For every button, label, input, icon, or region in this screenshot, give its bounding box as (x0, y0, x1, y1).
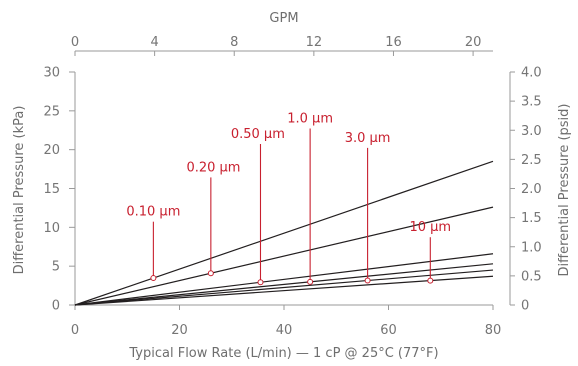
y2-axis-title: Differential Pressure (psid) (557, 104, 572, 277)
y2-tick-label: 0 (521, 299, 529, 314)
annotation-label: 10 µm (409, 220, 451, 235)
series-line (74, 253, 494, 306)
annotation-marker (364, 277, 371, 284)
annotation-label: 3.0 µm (345, 131, 391, 146)
annotation-label: 0.20 µm (186, 160, 240, 175)
x2-tick-label: 20 (465, 35, 482, 50)
y-tick-label: 15 (43, 182, 60, 197)
annotation-label: 0.10 µm (126, 205, 180, 220)
y-tick-label: 20 (43, 143, 60, 158)
x-tick-label: 0 (71, 323, 79, 338)
series-line (74, 206, 494, 306)
x2-tick-label: 0 (71, 35, 79, 50)
y-axis-title: Differential Pressure (kPa) (12, 106, 27, 275)
series-line (74, 263, 494, 306)
series-group (74, 160, 494, 306)
y-tick-label: 25 (43, 104, 60, 119)
y-tick-label: 0 (52, 299, 60, 314)
annotation-label: 1.0 µm (287, 111, 333, 126)
series-line (74, 269, 494, 306)
y2-tick-label: 4.0 (521, 66, 542, 81)
x-tick-label: 20 (171, 323, 188, 338)
y-tick-label: 10 (43, 221, 60, 236)
x-tick-label: 40 (276, 323, 293, 338)
annotation-marker (427, 277, 434, 284)
x2-axis-title: GPM (269, 11, 298, 26)
annotations: 0.10 µm 0.20 µm 0.50 µm1.0 µm 3.0 µm 10 µm (126, 111, 451, 286)
y2-tick-label: 1.5 (521, 211, 542, 226)
annotation-marker (150, 275, 157, 282)
y2-tick-label: 2.0 (521, 182, 542, 197)
x2-tick-label: 12 (306, 35, 323, 50)
x-tick-label: 60 (380, 323, 397, 338)
y2-tick-label: 0.5 (521, 269, 542, 284)
x-axis-title: Typical Flow Rate (L/min) — 1 cP @ 25°C … (128, 346, 438, 361)
x-tick-label: 80 (485, 323, 502, 338)
y2-tick-label: 1.0 (521, 240, 542, 255)
annotation-marker (307, 278, 314, 285)
x2-tick-label: 8 (230, 35, 238, 50)
annotation-marker (207, 270, 214, 277)
series-line (74, 275, 494, 306)
axes: 0 20 40 60 80 0 5 10 15 20 25 30 0 4 8 12 16 20 0 0.5 1.0 1.5… (43, 35, 541, 338)
series-line (74, 160, 494, 306)
annotation-label: 0.50 µm (231, 127, 285, 142)
y2-tick-label: 3.0 (521, 124, 542, 139)
annotation-marker (257, 279, 264, 286)
y2-tick-label: 3.5 (521, 95, 542, 110)
y2-tick-label: 2.5 (521, 153, 542, 168)
y-tick-label: 30 (43, 66, 60, 81)
y-tick-label: 5 (52, 260, 60, 275)
x2-tick-label: 4 (150, 35, 158, 50)
x2-tick-label: 16 (385, 35, 402, 50)
